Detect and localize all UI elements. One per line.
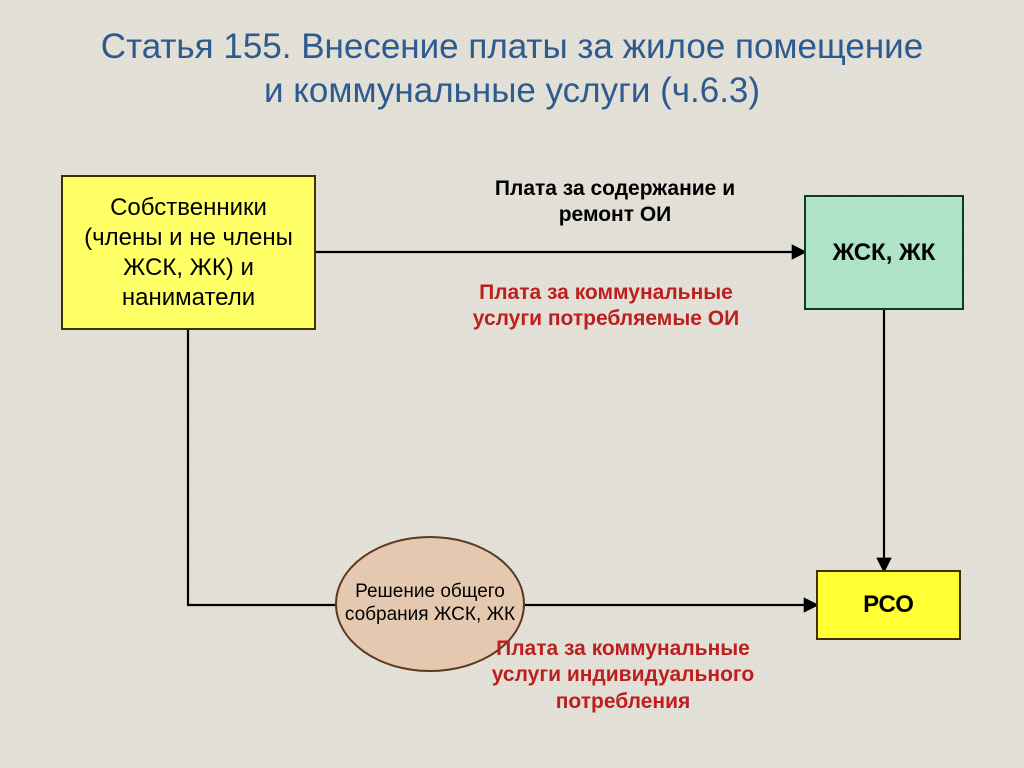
page-title-text: Статья 155. Внесение платы за жилое поме… — [101, 27, 923, 110]
diagram-canvas: Статья 155. Внесение платы за жилое поме… — [0, 0, 1024, 768]
box-owners-text: Собственники (члены и не члены ЖСК, ЖК) … — [69, 193, 308, 313]
box-zhsk-text: ЖСК, ЖК — [833, 238, 936, 268]
label-communal-individual-payment-text: Плата за коммунальные услуги индивидуаль… — [492, 637, 754, 713]
ellipse-decision-text: Решение общего собрания ЖСК, ЖК — [343, 581, 517, 627]
label-maintenance-payment: Плата за содержание и ремонт ОИ — [460, 176, 770, 229]
box-rso: РСО — [816, 570, 961, 640]
page-title: Статья 155. Внесение платы за жилое поме… — [95, 25, 929, 113]
box-zhsk: ЖСК, ЖК — [804, 195, 964, 310]
box-rso-text: РСО — [863, 590, 914, 620]
label-communal-oi-payment: Плата за коммунальные услуги потребляемы… — [447, 280, 765, 333]
label-communal-oi-payment-text: Плата за коммунальные услуги потребляемы… — [473, 281, 739, 330]
box-owners: Собственники (члены и не члены ЖСК, ЖК) … — [61, 175, 316, 330]
label-maintenance-payment-text: Плата за содержание и ремонт ОИ — [495, 177, 735, 226]
label-communal-individual-payment: Плата за коммунальные услуги индивидуаль… — [464, 636, 782, 715]
